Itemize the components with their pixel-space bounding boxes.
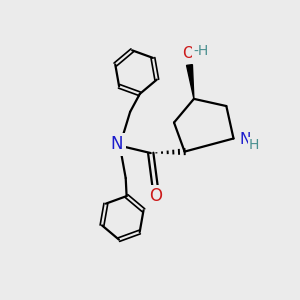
Text: O: O xyxy=(149,188,162,206)
Polygon shape xyxy=(187,64,194,99)
Text: O: O xyxy=(182,46,194,61)
Text: -H: -H xyxy=(193,44,208,58)
Text: N: N xyxy=(239,133,250,148)
Text: H: H xyxy=(249,138,259,152)
Text: N: N xyxy=(111,135,123,153)
